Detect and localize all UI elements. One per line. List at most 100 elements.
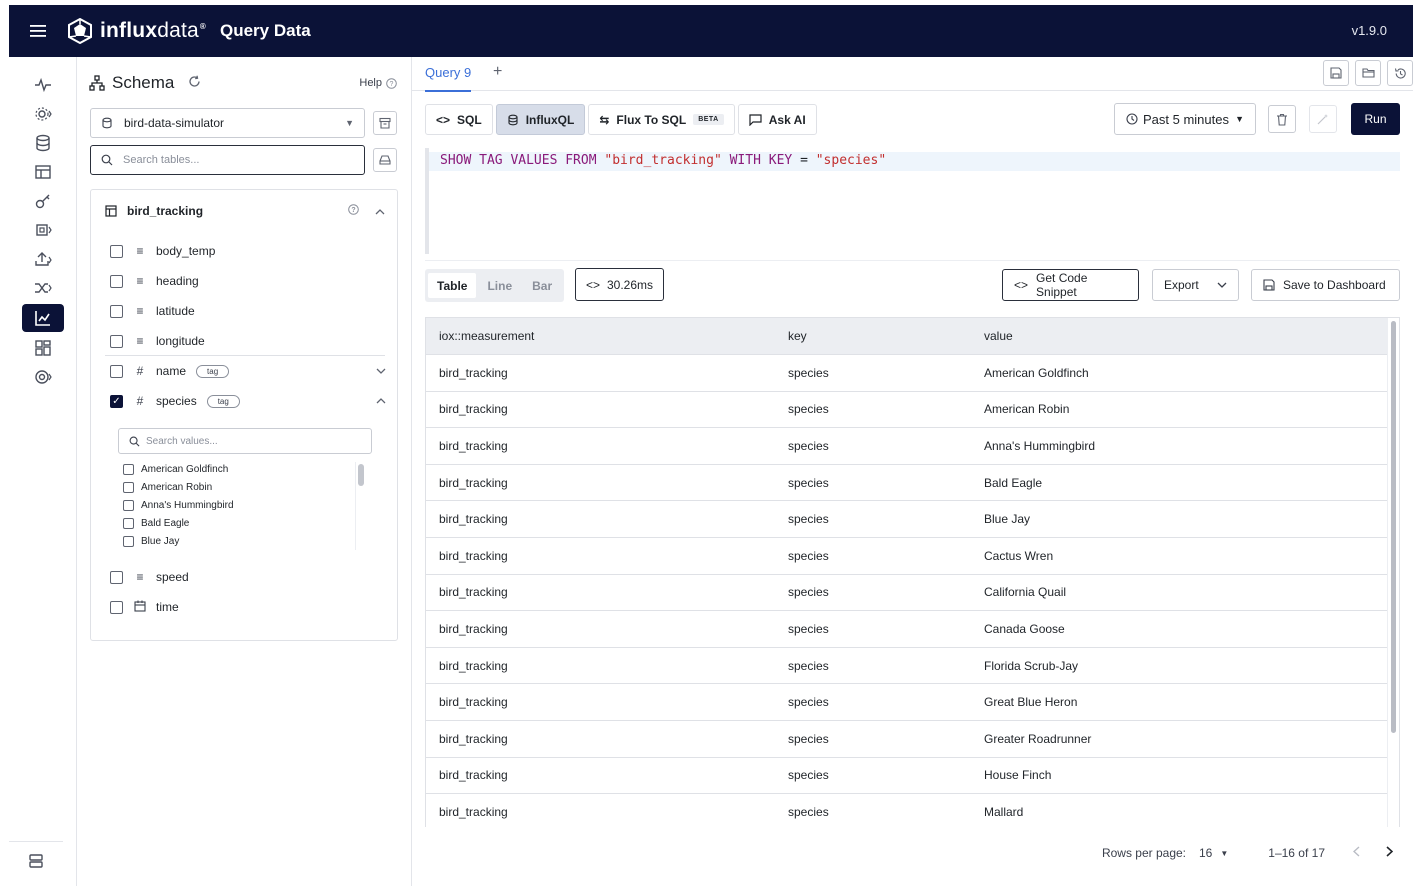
table-row[interactable]: bird_tracking species Bald Eagle (426, 465, 1399, 502)
dashboard-grid-icon[interactable] (22, 334, 64, 362)
archive-icon (379, 117, 391, 129)
table-row[interactable]: bird_tracking species Great Blue Heron (426, 684, 1399, 721)
chevron-down-icon[interactable] (376, 366, 386, 377)
save-icon[interactable] (1323, 60, 1349, 86)
field-checkbox[interactable] (110, 570, 123, 584)
value-checkbox[interactable] (123, 481, 134, 493)
rows-per-page-select[interactable]: 16 ▼ (1199, 846, 1228, 860)
query-data-chart-icon[interactable] (22, 304, 64, 332)
query-timing-badge[interactable]: <> 30.26ms (575, 268, 664, 301)
pulse-icon[interactable] (22, 71, 64, 99)
field-checkbox[interactable] (110, 304, 123, 318)
table-row[interactable]: bird_tracking species Greater Roadrunner (426, 721, 1399, 758)
help-link[interactable]: Help ? (359, 77, 397, 89)
value-checkbox[interactable] (123, 535, 134, 547)
export-button[interactable]: Export (1152, 269, 1239, 301)
support-lifebuoy-icon[interactable] (22, 363, 64, 391)
flux-to-sql-button[interactable]: ⇆ Flux To SQL BETA (588, 104, 735, 135)
tag-value-item[interactable]: American Robin (123, 478, 363, 496)
field-checkbox[interactable] (110, 334, 123, 348)
field-checkbox[interactable] (110, 274, 123, 288)
field-row-time[interactable]: time (110, 596, 386, 618)
value-list-scrollbar[interactable] (355, 462, 367, 550)
shuffle-icon[interactable] (22, 274, 64, 302)
influxql-button[interactable]: InfluxQL (495, 104, 586, 135)
menu-icon[interactable] (9, 5, 67, 57)
chevron-up-icon[interactable] (375, 204, 385, 218)
folder-open-icon[interactable] (1355, 60, 1381, 86)
table-row[interactable]: bird_tracking species California Quail (426, 575, 1399, 612)
tab-query-9[interactable]: Query 9 (425, 65, 472, 92)
table-row[interactable]: bird_tracking species Anna's Hummingbird (426, 428, 1399, 465)
results-scrollbar[interactable] (1387, 318, 1399, 827)
field-row-species[interactable]: ✓ # species tag (110, 390, 386, 412)
view-table-button[interactable]: Table (428, 273, 477, 298)
help-circle-icon[interactable]: ? (348, 204, 359, 218)
tag-value-item[interactable]: Anna's Hummingbird (123, 496, 363, 514)
field-checkbox[interactable] (110, 364, 123, 378)
tag-value-item[interactable]: American Goldfinch (123, 460, 363, 478)
column-header[interactable]: value (984, 329, 1013, 343)
archive-button[interactable] (373, 111, 397, 135)
field-checkbox[interactable] (110, 244, 123, 258)
run-button[interactable]: Run (1351, 103, 1400, 135)
table-row[interactable]: bird_tracking species Blue Jay (426, 501, 1399, 538)
value-checkbox[interactable] (123, 463, 134, 475)
chevron-right-icon[interactable] (1386, 846, 1394, 860)
field-icon: ≡ (136, 334, 144, 348)
tag-value-item[interactable]: Bald Eagle (123, 514, 363, 532)
field-row-latitude[interactable]: ≡ latitude (110, 300, 386, 322)
server-icon[interactable] (15, 847, 57, 875)
table-row[interactable]: bird_tracking species Canada Goose (426, 611, 1399, 648)
trash-icon[interactable] (1268, 105, 1296, 133)
table-cell: species (788, 438, 829, 453)
processor-icon[interactable] (22, 216, 64, 244)
save-to-dashboard-button[interactable]: Save to Dashboard (1251, 269, 1400, 301)
table-row[interactable]: bird_tracking species Cactus Wren (426, 538, 1399, 575)
chevron-up-icon[interactable] (376, 396, 386, 407)
table-icon[interactable] (22, 158, 64, 186)
column-header[interactable]: iox::measurement (439, 329, 535, 343)
refresh-icon[interactable] (188, 75, 201, 91)
chevron-left-icon[interactable] (1352, 846, 1360, 860)
field-row-body-temp[interactable]: ≡ body_temp (110, 240, 386, 262)
field-row-heading[interactable]: ≡ heading (110, 270, 386, 292)
tag-value-search-input[interactable]: Search values... (118, 428, 372, 454)
help-circle-icon: ? (386, 77, 397, 89)
field-checkbox[interactable] (110, 600, 123, 614)
key-icon[interactable] (22, 187, 64, 215)
scrollbar-thumb[interactable] (1391, 321, 1396, 733)
ask-ai-button[interactable]: Ask AI (737, 104, 817, 135)
value-checkbox[interactable] (123, 517, 134, 529)
measurement-header[interactable]: bird_tracking ? (105, 202, 385, 220)
column-header[interactable]: key (788, 329, 807, 343)
field-row-longitude[interactable]: ≡ longitude (110, 330, 386, 352)
add-tab-button[interactable]: + (493, 63, 503, 80)
query-text[interactable]: SHOW TAG VALUES FROM "bird_tracking" WIT… (440, 153, 887, 168)
table-row[interactable]: bird_tracking species American Robin (426, 392, 1399, 429)
value-checkbox[interactable] (123, 499, 134, 511)
table-row[interactable]: bird_tracking species American Goldfinch (426, 355, 1399, 392)
query-editor[interactable]: SHOW TAG VALUES FROM "bird_tracking" WIT… (425, 148, 1400, 254)
field-row-name[interactable]: # name tag (110, 360, 386, 382)
table-row[interactable]: bird_tracking species House Finch (426, 758, 1399, 795)
get-code-snippet-button[interactable]: <> Get Code Snippet (1002, 269, 1139, 301)
magic-wand-icon[interactable] (1309, 105, 1337, 133)
view-bar-button[interactable]: Bar (532, 278, 553, 293)
time-range-select[interactable]: Past 5 minutes ▼ (1114, 103, 1256, 135)
table-row[interactable]: bird_tracking species Florida Scrub-Jay (426, 648, 1399, 685)
table-search-input[interactable]: Search tables... (90, 145, 365, 175)
database-select[interactable]: bird-data-simulator ▼ (90, 108, 365, 138)
sql-button[interactable]: <> SQL (425, 104, 493, 135)
settings-gear-icon[interactable] (22, 100, 64, 128)
collapse-all-button[interactable] (373, 148, 397, 172)
database-icon[interactable] (22, 129, 64, 157)
upload-icon[interactable] (22, 245, 64, 273)
field-checkbox-checked[interactable]: ✓ (110, 394, 123, 408)
field-row-speed[interactable]: ≡ speed (110, 566, 386, 588)
view-line-button[interactable]: Line (487, 278, 513, 293)
table-row[interactable]: bird_tracking species Mallard (426, 794, 1399, 827)
scrollbar-thumb[interactable] (358, 464, 364, 486)
history-icon[interactable] (1387, 60, 1413, 86)
tag-value-item[interactable]: Blue Jay (123, 532, 363, 550)
